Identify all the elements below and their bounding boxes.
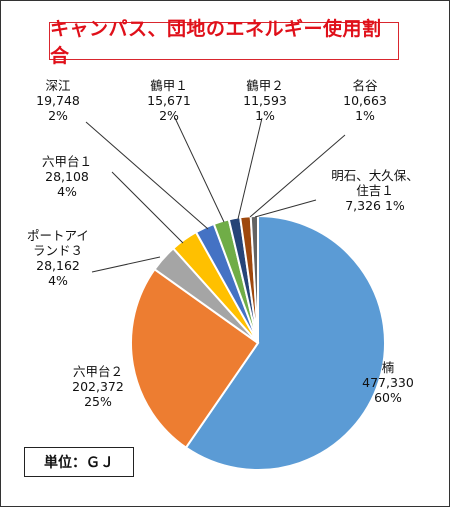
leader-line-5 xyxy=(85,121,209,230)
slice-label-3-name: ポートアイ xyxy=(27,228,89,243)
slice-label-3-name: ランド３ xyxy=(33,243,83,258)
slice-label-4-name: 六甲台１ xyxy=(42,154,92,169)
slice-label-1-name: 楠 xyxy=(382,360,395,375)
slice-label-6-percent: 2% xyxy=(159,108,179,123)
slice-label-8-value: 10,663 xyxy=(343,93,387,108)
slice-label-5-name: 深江 xyxy=(45,78,70,93)
pie-slices xyxy=(130,214,386,471)
slice-label-5-percent: 2% xyxy=(48,108,68,123)
leader-line-9 xyxy=(254,199,317,218)
leader-line-8 xyxy=(249,134,346,218)
slice-label-8-name: 名谷 xyxy=(352,78,378,93)
slice-label-1-percent: 60% xyxy=(374,390,402,405)
slice-label-7-percent: 1% xyxy=(255,108,275,123)
slice-label-2-name: 六甲台２ xyxy=(73,364,123,379)
leader-line-7 xyxy=(237,117,263,220)
slice-label-2-percent: 25% xyxy=(84,394,112,409)
slice-label-9-name: 住吉１ xyxy=(356,183,394,198)
leader-line-6 xyxy=(174,117,225,223)
leader-line-3 xyxy=(91,256,161,273)
slice-label-2-value: 202,372 xyxy=(72,379,124,394)
slice-label-3-percent: 4% xyxy=(48,273,68,288)
slice-label-3-value: 28,162 xyxy=(36,258,80,273)
slice-label-6-name: 鶴甲１ xyxy=(150,78,188,93)
slice-label-7-name: 鶴甲２ xyxy=(246,78,284,93)
slice-label-4-percent: 4% xyxy=(57,184,77,199)
slice-label-5-value: 19,748 xyxy=(36,93,80,108)
slice-label-9-value: 7,326 1% xyxy=(345,198,405,213)
leader-lines xyxy=(85,117,346,273)
pie-slice-1 xyxy=(184,214,386,471)
leader-line-4 xyxy=(111,171,184,244)
slice-label-1-value: 477,330 xyxy=(362,375,414,390)
slice-label-6-value: 15,671 xyxy=(147,93,191,108)
slice-label-4-value: 28,108 xyxy=(45,169,89,184)
slice-label-9-name: 明石、大久保、 xyxy=(331,168,419,183)
pie-slice-2 xyxy=(130,267,260,450)
slice-label-7-value: 11,593 xyxy=(243,93,287,108)
slice-label-8-percent: 1% xyxy=(355,108,375,123)
unit-label: 単位：ＧＪ xyxy=(24,447,134,477)
